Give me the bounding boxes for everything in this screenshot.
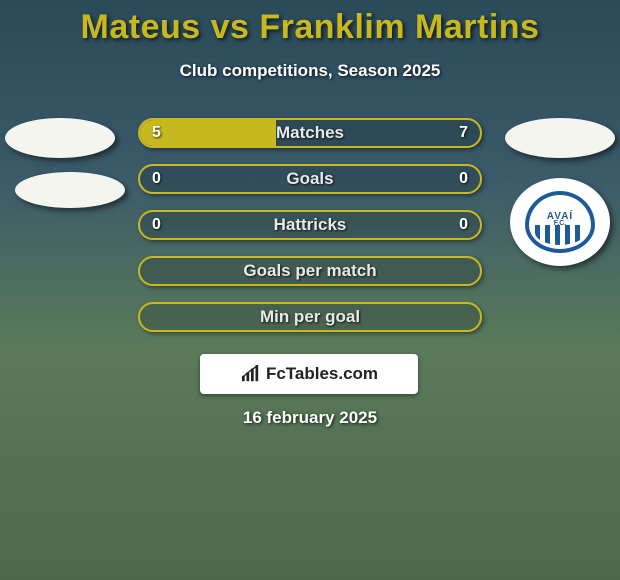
stat-label: Min per goal bbox=[140, 304, 480, 330]
player-right-avatar bbox=[505, 118, 615, 158]
chart-icon bbox=[240, 365, 262, 383]
club-badge-stripes bbox=[535, 225, 585, 245]
stat-row: 57Matches bbox=[138, 118, 482, 148]
watermark[interactable]: FcTables.com bbox=[200, 354, 418, 394]
player-right-club-badge: AVAÍ F.C. bbox=[510, 178, 610, 266]
page-title: Mateus vs Franklim Martins bbox=[0, 0, 620, 47]
stat-label: Goals per match bbox=[140, 258, 480, 284]
watermark-text: FcTables.com bbox=[266, 364, 378, 384]
date-label: 16 february 2025 bbox=[0, 408, 620, 428]
stat-row: 00Hattricks bbox=[138, 210, 482, 240]
stat-bars: 57Matches 00Goals 00Hattricks Goals per mat… bbox=[138, 118, 482, 348]
stat-label: Matches bbox=[140, 120, 480, 146]
stat-row: 00Goals bbox=[138, 164, 482, 194]
stat-label: Goals bbox=[140, 166, 480, 192]
stat-row: Min per goal bbox=[138, 302, 482, 332]
stat-label: Hattricks bbox=[140, 212, 480, 238]
player-left-avatar bbox=[5, 118, 115, 158]
stat-row: Goals per match bbox=[138, 256, 482, 286]
player-left-team-placeholder bbox=[15, 172, 125, 208]
subtitle: Club competitions, Season 2025 bbox=[0, 61, 620, 81]
